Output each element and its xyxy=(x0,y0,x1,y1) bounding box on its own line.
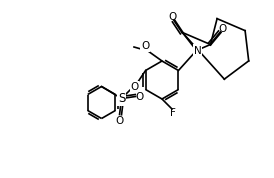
Text: O: O xyxy=(130,82,139,91)
Text: S: S xyxy=(118,92,125,105)
Text: O: O xyxy=(135,91,144,101)
Text: O: O xyxy=(115,116,124,125)
Text: O: O xyxy=(218,23,227,33)
Text: F: F xyxy=(170,108,176,118)
Text: N: N xyxy=(193,46,201,56)
Text: O: O xyxy=(141,41,149,51)
Text: O: O xyxy=(168,12,176,22)
